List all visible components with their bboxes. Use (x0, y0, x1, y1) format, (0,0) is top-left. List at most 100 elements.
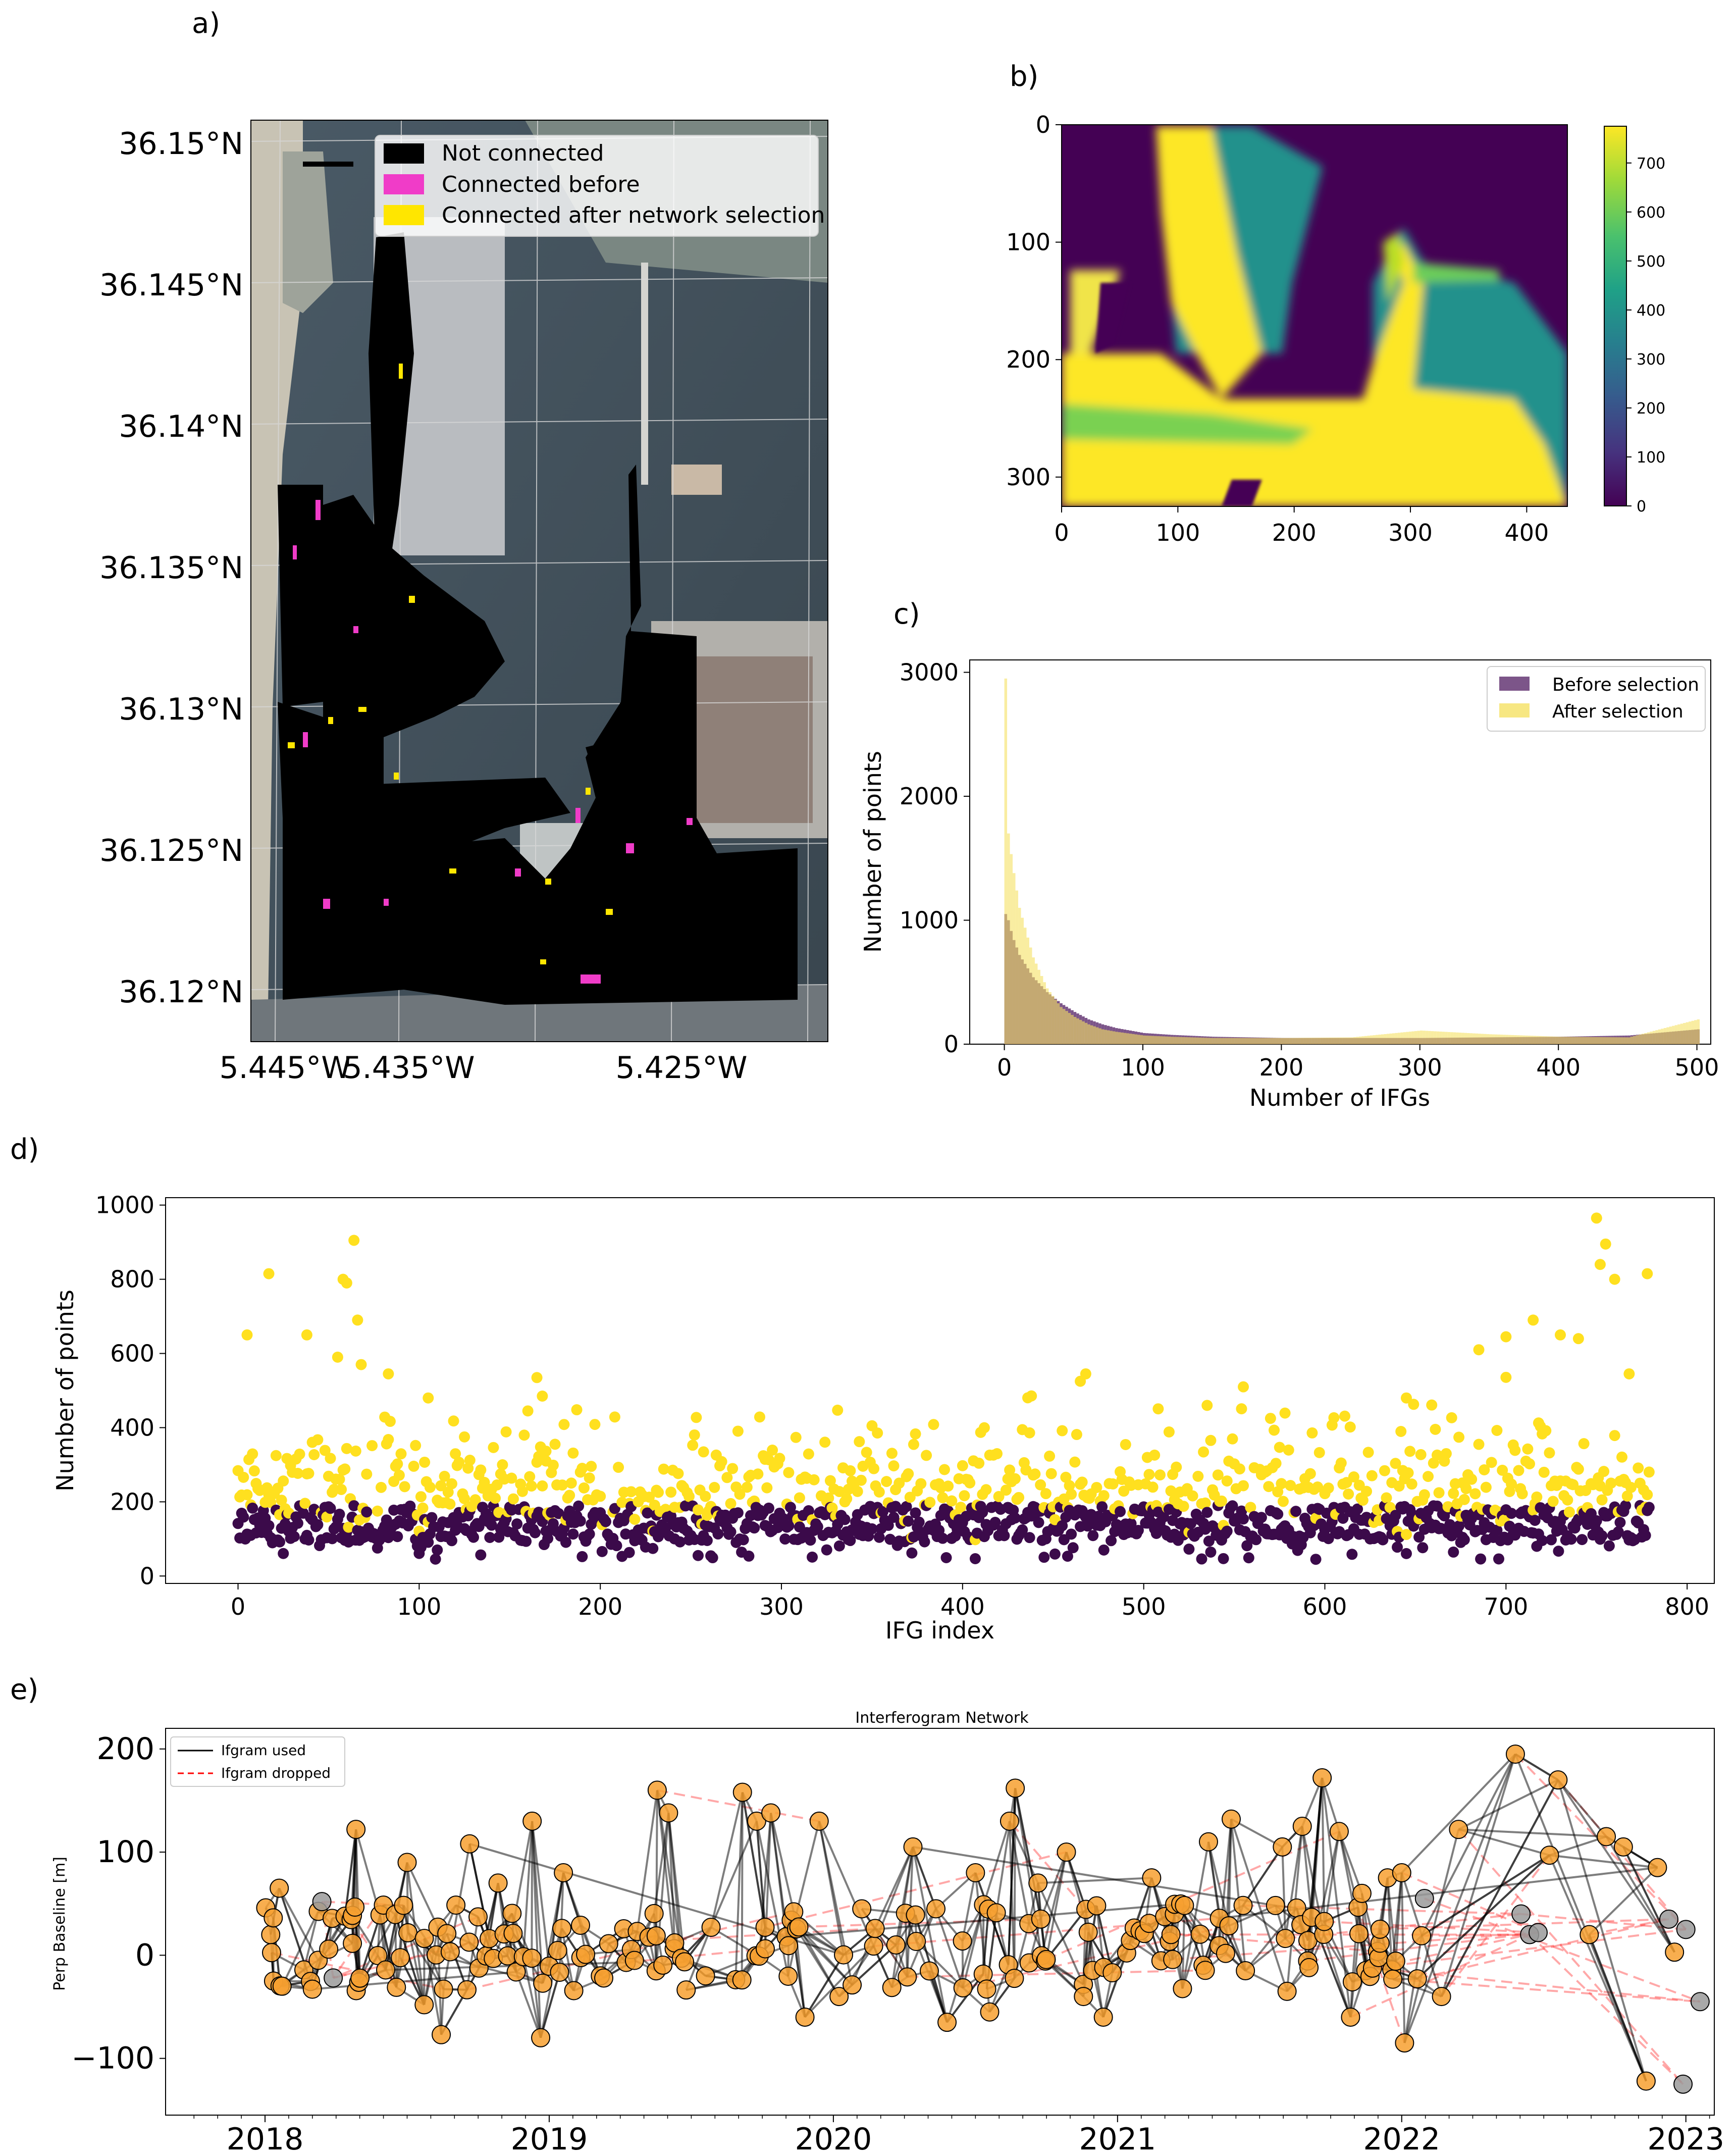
scatter-point-after (263, 1268, 275, 1279)
scatter-point-before (989, 1517, 1001, 1528)
network-node-used (1198, 1832, 1218, 1852)
scatter-point-after (1064, 1480, 1075, 1492)
network-edge-used (818, 1821, 875, 1946)
network-node-used (1386, 1952, 1405, 1971)
network-node-dropped (1659, 1909, 1678, 1929)
network-edge-used (741, 1792, 744, 1980)
network-node-used (434, 1979, 453, 1999)
scatter-point-before (511, 1518, 523, 1530)
network-node-used (432, 2025, 451, 2044)
network-edge-used (1605, 1836, 1675, 1953)
network-edge-used (786, 1903, 1181, 1938)
network-edge-used (1401, 1753, 1516, 1874)
hist-bar-after (1348, 1037, 1351, 1044)
hist-bar-after (1689, 1021, 1692, 1044)
hist-bar-after (1326, 1037, 1329, 1044)
network-edge-used (1045, 1852, 1068, 1960)
network-edge-used (1548, 1855, 1647, 2082)
hist-bar-after (1179, 1037, 1182, 1044)
scatter-point-after (586, 1461, 597, 1472)
scatter-point-before (520, 1535, 532, 1547)
scatter-point-before (567, 1528, 579, 1540)
network-node-used (1190, 1924, 1210, 1944)
network-node-used (1548, 1770, 1568, 1790)
scatter-point-after (910, 1428, 921, 1440)
hist-xtick-label: 200 (1259, 1054, 1303, 1081)
hist-bar-after (1129, 1034, 1132, 1044)
hist-bar-after (1231, 1038, 1235, 1044)
network-node-used (1161, 1925, 1181, 1944)
network-edge-used (874, 1846, 914, 1929)
scatter-point-before (1591, 1515, 1602, 1526)
network-edge-used (1037, 1882, 1084, 1985)
scatter-point-after (299, 1498, 311, 1509)
scatter-ytick-label: 800 (110, 1266, 154, 1293)
hist-bar-after (1669, 1027, 1672, 1044)
network-edge-used (895, 1846, 914, 1945)
scatter-point-before (560, 1536, 572, 1548)
network-ylabel: Perp Baseline [m] (51, 1857, 69, 1991)
panel-d-scatter: 0 100 200 300 400 500 600 700 800 0 200 400 600 800 1… (51, 1192, 1715, 1644)
network-node-used (675, 1952, 695, 1972)
hist-bar-after (1464, 1033, 1467, 1044)
network-node-used (1031, 1909, 1050, 1929)
hist-bar-after (1666, 1027, 1669, 1044)
scatter-point-after (868, 1463, 880, 1474)
heatmap-colorbar (1604, 126, 1627, 506)
scatter-point-after (339, 1463, 351, 1475)
network-node-used (886, 1935, 906, 1955)
network-node-used (488, 1873, 508, 1893)
scatter-point-after (1381, 1492, 1392, 1504)
hist-bar-after (1300, 1038, 1304, 1044)
scatter-point-after (725, 1498, 737, 1509)
legend-label-before: Before selection (1552, 675, 1699, 695)
network-node-used (999, 1811, 1019, 1831)
scatter-point-after (928, 1419, 939, 1430)
network-edge-dropped (657, 1789, 820, 1822)
scatter-point-after (399, 1481, 410, 1493)
scatter-point-after (1400, 1392, 1412, 1404)
scatter-point-after (1045, 1468, 1057, 1479)
network-edge-used (1045, 1909, 1087, 1961)
hist-bar-after (1034, 963, 1038, 1044)
scatter-point-after (852, 1485, 863, 1497)
legend-label-connected-before: Connected before (442, 172, 640, 197)
hist-bar-after (1608, 1037, 1611, 1044)
network-node-used (966, 1863, 985, 1882)
scatter-point-after (1540, 1425, 1552, 1436)
network-node-used (346, 1820, 366, 1839)
hist-bar-after (1018, 907, 1021, 1044)
network-edge-used (278, 1887, 320, 1961)
scatter-point-after (1227, 1433, 1238, 1445)
scatter-point-after (698, 1446, 709, 1458)
scatter-point-before (1201, 1507, 1213, 1518)
hist-bar-after (1494, 1034, 1498, 1044)
network-node-used (755, 1917, 775, 1937)
hist-bar-after (1453, 1032, 1456, 1044)
scatter-point-after (348, 1235, 360, 1246)
scatter-point-after (1395, 1426, 1407, 1438)
hist-bar-after (1137, 1035, 1140, 1044)
network-edge-dropped (907, 1969, 1205, 1978)
network-edge-dropped (1589, 1918, 1669, 1936)
hist-bar-after (1478, 1034, 1481, 1044)
scatter-point-before (609, 1503, 620, 1514)
scatter-point-after (1491, 1425, 1503, 1436)
legend-label-dropped: Ifgram dropped (221, 1765, 331, 1781)
hist-bar-after (1090, 1025, 1093, 1044)
scatter-point-after (383, 1368, 394, 1379)
hist-ytick-label: 0 (944, 1031, 959, 1058)
scatter-point-after (334, 1473, 345, 1485)
scatter-point-after (1328, 1412, 1340, 1423)
legend-label-used: Ifgram used (221, 1742, 306, 1759)
hist-bar-after (1497, 1034, 1500, 1044)
scatter-point-before (1049, 1548, 1061, 1560)
network-node-used (1233, 1895, 1253, 1915)
scatter-point-after (1312, 1481, 1324, 1493)
scatter-point-after (1285, 1480, 1296, 1492)
network-node-used (1036, 1949, 1056, 1969)
hist-bar-after (1600, 1037, 1603, 1044)
network-node-used (522, 1948, 542, 1968)
network-node-used (397, 1853, 417, 1872)
scatter-point-after (1594, 1259, 1606, 1270)
